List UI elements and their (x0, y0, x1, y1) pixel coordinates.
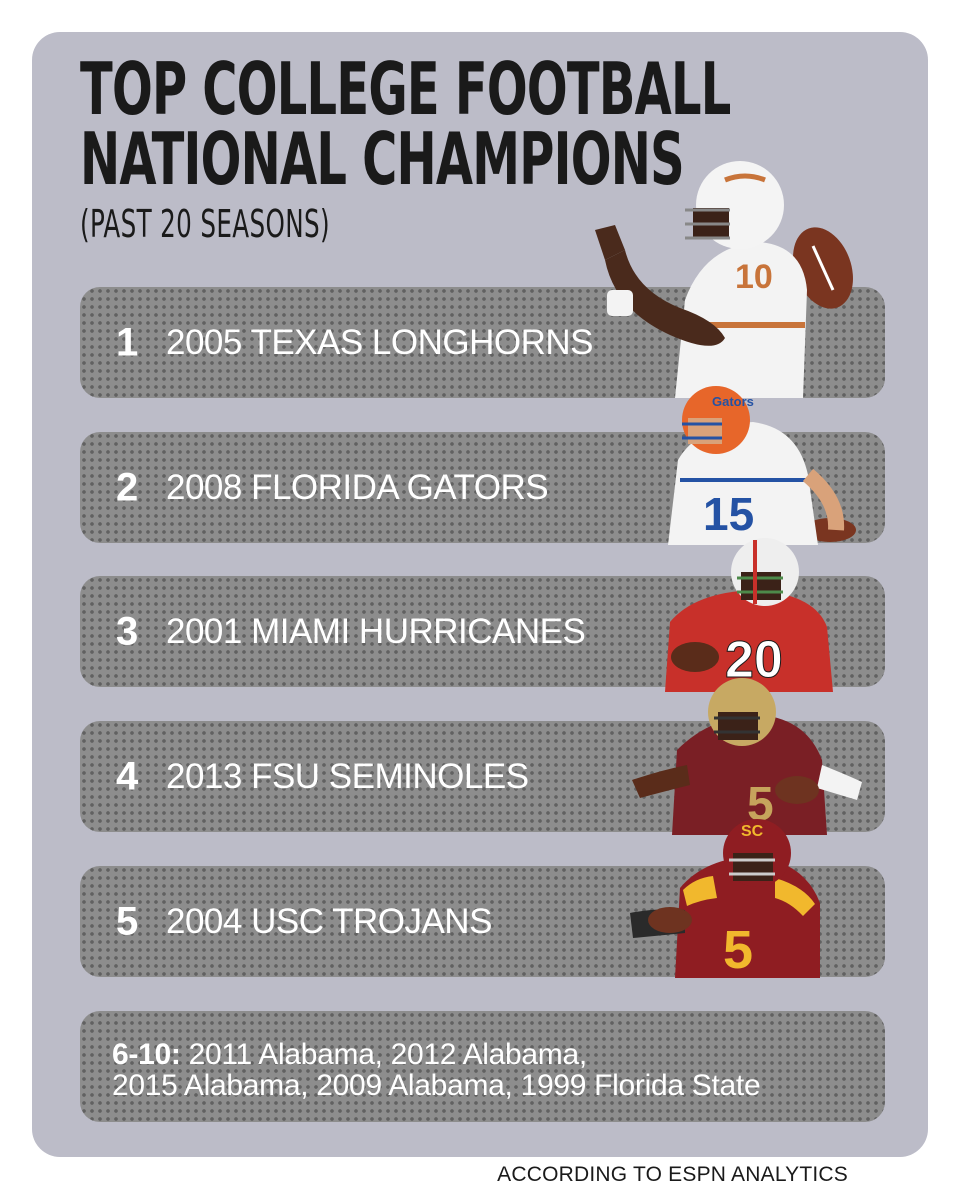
svg-text:Gators: Gators (712, 394, 754, 409)
svg-text:15: 15 (703, 488, 754, 540)
team-name: 2004 USC TROJANS (166, 901, 492, 941)
fsu-player-icon: 5 (632, 678, 862, 835)
usc-player-image: 5 SC (625, 808, 825, 978)
honorable-mentions-row: 6-10: 2011 Alabama, 2012 Alabama, 2015 A… (80, 1011, 885, 1122)
fsu-player-image: 5 (632, 670, 867, 835)
svg-text:SC: SC (741, 823, 764, 840)
team-name: 2008 FLORIDA GATORS (166, 467, 549, 507)
miami-player-image: 20 (655, 532, 845, 692)
title-line-2: NATIONAL CHAMPIONS (80, 117, 685, 201)
usc-player-icon: 5 SC (630, 819, 820, 978)
texas-player-icon: 10 (595, 161, 853, 398)
page-subtitle: (PAST 20 SEASONS) (80, 202, 330, 246)
title-line-1: TOP COLLEGE FOOTBALL (80, 47, 731, 131)
rank-number: 1 (116, 320, 139, 364)
florida-player-image: 15 Gators (668, 380, 868, 545)
honorable-mentions-line-2: 2015 Alabama, 2009 Alabama, 1999 Florida… (112, 1069, 761, 1102)
honorable-mentions-line-1: 2011 Alabama, 2012 Alabama, (188, 1038, 588, 1071)
texas-player-image: 10 (585, 150, 860, 398)
svg-text:5: 5 (723, 920, 753, 978)
rank-number: 4 (116, 754, 139, 798)
florida-player-icon: 15 Gators (668, 386, 856, 545)
svg-text:20: 20 (725, 631, 783, 689)
source-note: ACCORDING TO ESPN ANALYTICS (497, 1163, 848, 1186)
page-title: TOP COLLEGE FOOTBALL NATIONAL CHAMPIONS (80, 47, 731, 201)
team-name: 2001 MIAMI HURRICANES (166, 611, 586, 651)
honorable-mentions-text: 6-10: 2011 Alabama, 2012 Alabama, 2015 A… (112, 1038, 761, 1102)
rank-number: 3 (116, 609, 139, 653)
team-name: 2005 TEXAS LONGHORNS (166, 322, 594, 362)
honorable-mentions-label: 6-10: (112, 1038, 181, 1071)
miami-player-icon: 20 (665, 538, 833, 692)
rank-number: 5 (116, 899, 139, 943)
rank-number: 2 (116, 465, 139, 509)
svg-text:10: 10 (735, 258, 773, 296)
team-name: 2013 FSU SEMINOLES (166, 756, 529, 796)
